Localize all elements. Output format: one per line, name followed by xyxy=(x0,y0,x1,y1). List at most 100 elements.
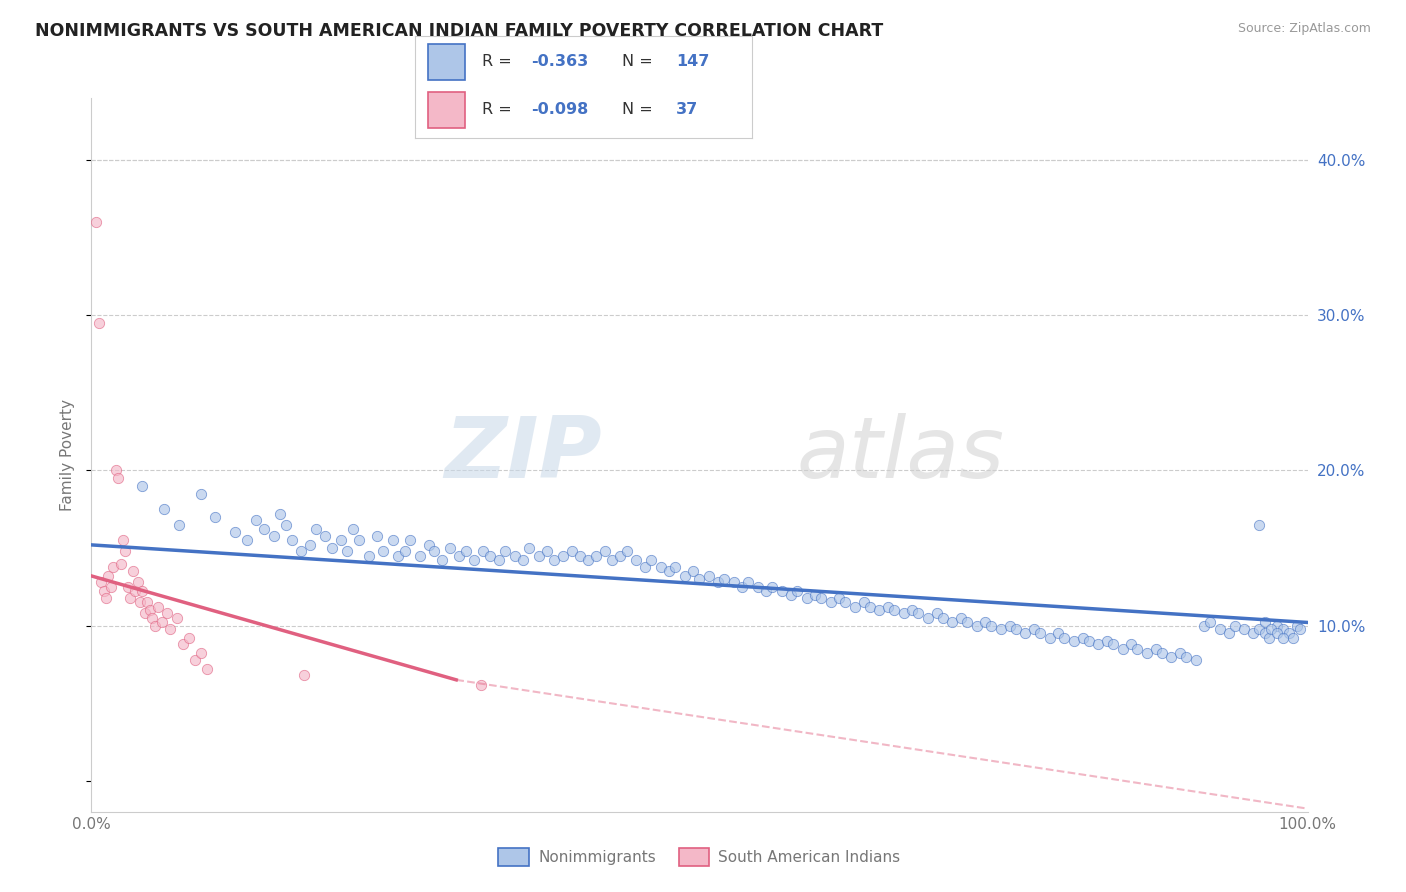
Point xyxy=(121,564,143,578)
Point xyxy=(706,575,728,590)
Point xyxy=(1257,631,1279,645)
Point xyxy=(600,553,623,567)
Point xyxy=(980,618,1002,632)
Point xyxy=(124,584,146,599)
Point xyxy=(1289,622,1312,636)
Point xyxy=(1272,622,1295,636)
Point xyxy=(139,603,162,617)
Point xyxy=(512,553,534,567)
Point xyxy=(593,544,616,558)
Point xyxy=(779,588,801,602)
Point xyxy=(1144,641,1167,656)
Point xyxy=(357,549,380,563)
Y-axis label: Family Poverty: Family Poverty xyxy=(60,399,76,511)
Point xyxy=(290,544,312,558)
Point xyxy=(1247,622,1270,636)
Point xyxy=(877,599,900,614)
Point xyxy=(1260,622,1282,636)
Point xyxy=(366,528,388,542)
Point xyxy=(382,533,405,548)
Point xyxy=(673,569,696,583)
Point xyxy=(87,316,110,330)
Point xyxy=(253,522,276,536)
Point xyxy=(150,615,173,630)
Point xyxy=(299,538,322,552)
Point xyxy=(1233,622,1256,636)
Point xyxy=(90,575,112,590)
Point xyxy=(1077,634,1099,648)
Point xyxy=(94,591,117,605)
Point xyxy=(917,611,939,625)
Point xyxy=(439,541,461,555)
Point xyxy=(786,584,808,599)
Point xyxy=(925,606,948,620)
Point xyxy=(1272,631,1295,645)
Point xyxy=(110,557,132,571)
Point xyxy=(576,553,599,567)
Point xyxy=(664,559,686,574)
Point xyxy=(1218,626,1240,640)
Point xyxy=(394,544,416,558)
Point xyxy=(723,575,745,590)
Point xyxy=(907,606,929,620)
Point xyxy=(111,533,134,548)
Point xyxy=(107,471,129,485)
Point xyxy=(1285,618,1308,632)
Point xyxy=(1247,517,1270,532)
Point xyxy=(177,631,200,645)
Point xyxy=(585,549,607,563)
Point xyxy=(131,584,153,599)
Point xyxy=(93,584,115,599)
Point xyxy=(263,528,285,542)
Point xyxy=(399,533,422,548)
Text: atlas: atlas xyxy=(797,413,1005,497)
Point xyxy=(804,588,827,602)
Point xyxy=(1095,634,1118,648)
Point xyxy=(131,479,153,493)
Point xyxy=(517,541,540,555)
Point xyxy=(167,517,190,532)
Point xyxy=(127,575,149,590)
Point xyxy=(134,606,156,620)
Point xyxy=(472,544,495,558)
Point xyxy=(447,549,470,563)
Point xyxy=(1087,637,1109,651)
Point xyxy=(166,611,188,625)
Point xyxy=(292,668,315,682)
Text: 147: 147 xyxy=(676,54,710,70)
Text: -0.098: -0.098 xyxy=(531,102,589,117)
Point xyxy=(949,611,972,625)
Point xyxy=(1209,622,1232,636)
Legend: Nonimmigrants, South American Indians: Nonimmigrants, South American Indians xyxy=(492,842,907,871)
Point xyxy=(553,549,575,563)
Point xyxy=(755,584,778,599)
Point xyxy=(1175,649,1198,664)
Point xyxy=(1112,641,1135,656)
Point xyxy=(1282,631,1305,645)
Point xyxy=(387,549,409,563)
Point xyxy=(463,553,485,567)
Point xyxy=(770,584,793,599)
Point xyxy=(141,611,163,625)
Point xyxy=(569,549,592,563)
Point xyxy=(342,522,364,536)
Point xyxy=(844,599,866,614)
Point xyxy=(172,637,194,651)
Point xyxy=(1254,626,1277,640)
Point xyxy=(114,544,136,558)
Point xyxy=(1265,618,1288,632)
Point xyxy=(737,575,759,590)
Point xyxy=(136,595,159,609)
Point xyxy=(543,553,565,567)
Point xyxy=(1004,622,1026,636)
Point xyxy=(682,564,704,578)
Point xyxy=(1160,649,1182,664)
Point xyxy=(810,591,832,605)
Point xyxy=(761,580,783,594)
Point xyxy=(956,615,979,630)
Point xyxy=(143,618,166,632)
Point xyxy=(503,549,526,563)
Text: Source: ZipAtlas.com: Source: ZipAtlas.com xyxy=(1237,22,1371,36)
Point xyxy=(990,622,1012,636)
Point xyxy=(494,544,516,558)
